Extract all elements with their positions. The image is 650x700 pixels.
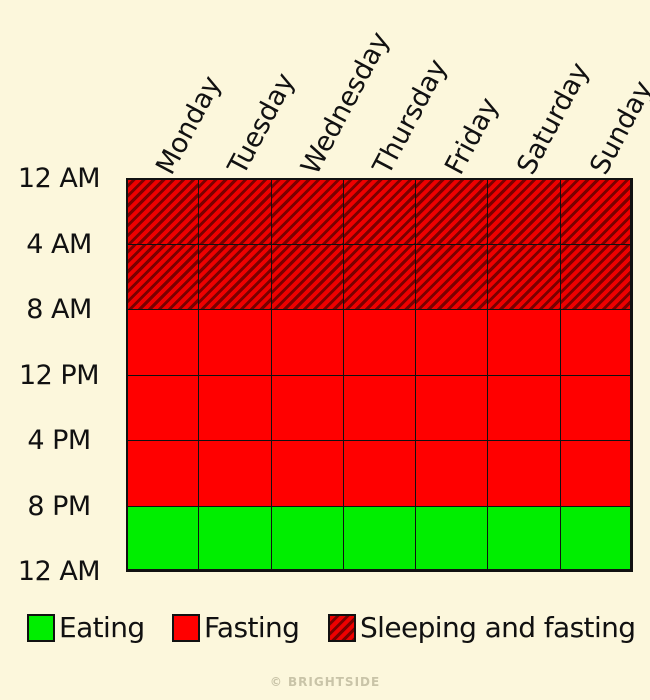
legend-swatch-fasting (172, 614, 200, 642)
legend-label-eating: Eating (59, 611, 145, 644)
cell-sleeping (487, 243, 561, 310)
cell-fasting (126, 374, 200, 441)
cell-fasting (270, 309, 344, 376)
cell-fasting (559, 374, 633, 441)
day-label-thursday: Thursday (367, 54, 454, 180)
cell-eating (342, 505, 417, 572)
cell-sleeping (342, 178, 417, 245)
day-label-tuesday: Tuesday (222, 68, 302, 180)
cell-eating (198, 505, 272, 572)
legend-swatch-sleeping (328, 614, 356, 642)
time-label: 8 AM (26, 294, 92, 325)
day-label-monday: Monday (150, 70, 228, 180)
cell-sleeping (415, 178, 489, 245)
cell-fasting (559, 309, 633, 376)
cell-fasting (559, 440, 633, 507)
time-label: 8 PM (27, 490, 91, 522)
cell-fasting (126, 440, 200, 507)
legend-swatch-eating (27, 614, 55, 642)
cell-eating (415, 505, 489, 572)
cell-fasting (342, 374, 417, 441)
cell-fasting (270, 374, 344, 441)
cell-sleeping (198, 178, 272, 245)
cell-eating (126, 505, 200, 572)
cell-fasting (415, 309, 489, 376)
schedule-grid (126, 178, 633, 572)
cell-sleeping (126, 178, 200, 245)
day-label-sunday: Sunday (583, 75, 650, 180)
cell-eating (270, 505, 344, 572)
cell-fasting (342, 309, 417, 376)
time-label: 12 AM (17, 556, 101, 587)
cell-sleeping (415, 243, 489, 310)
time-label: 4 PM (27, 425, 91, 456)
cell-fasting (198, 440, 272, 507)
cell-sleeping (559, 178, 633, 245)
legend: Eating Fasting Sleeping and fasting (0, 614, 650, 654)
cell-sleeping (487, 178, 561, 245)
time-label: 12 PM (18, 359, 100, 391)
cell-sleeping (559, 243, 633, 310)
cell-sleeping (270, 178, 344, 245)
cell-sleeping (126, 243, 200, 310)
cell-sleeping (270, 243, 344, 310)
time-label: 4 AM (26, 228, 92, 260)
cell-fasting (126, 309, 200, 376)
legend-item-sleeping: Sleeping and fasting (328, 611, 636, 644)
cell-fasting (270, 440, 344, 507)
cell-fasting (487, 309, 561, 376)
legend-label-fasting: Fasting (204, 611, 300, 644)
cell-sleeping (198, 243, 272, 310)
day-label-saturday: Saturday (511, 57, 597, 180)
cell-fasting (487, 440, 561, 507)
cell-fasting (487, 374, 561, 441)
time-label: 12 AM (17, 163, 101, 194)
legend-label-sleeping: Sleeping and fasting (360, 611, 636, 644)
cell-fasting (415, 374, 489, 441)
cell-fasting (198, 374, 272, 441)
cell-fasting (415, 440, 489, 507)
legend-item-eating: Eating (27, 614, 145, 642)
cell-fasting (198, 309, 272, 376)
cell-eating (487, 505, 561, 572)
cell-eating (559, 505, 633, 572)
legend-item-fasting: Fasting (172, 611, 300, 644)
cell-sleeping (342, 243, 417, 310)
cell-fasting (342, 440, 417, 507)
day-label-friday: Friday (439, 92, 506, 180)
credit-watermark: © BRIGHTSIDE (269, 675, 381, 689)
